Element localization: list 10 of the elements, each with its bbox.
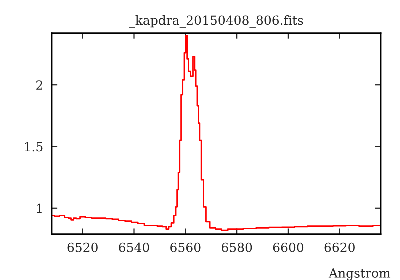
x-tick-label: 6560 xyxy=(170,242,201,252)
x-tick-label: 6580 xyxy=(222,242,252,252)
chart-title: _kapdra_20150408_806.fits xyxy=(129,15,304,28)
x-tick-label: 6600 xyxy=(273,242,304,252)
y-tick-label: 1.5 xyxy=(25,142,43,152)
x-tick-label: 6520 xyxy=(68,242,98,252)
x-tick-label: 6540 xyxy=(119,242,150,252)
x-tick-label: 6620 xyxy=(324,242,355,252)
y-tick-label: 2 xyxy=(36,80,42,90)
y-tick-label: 1 xyxy=(37,204,42,214)
